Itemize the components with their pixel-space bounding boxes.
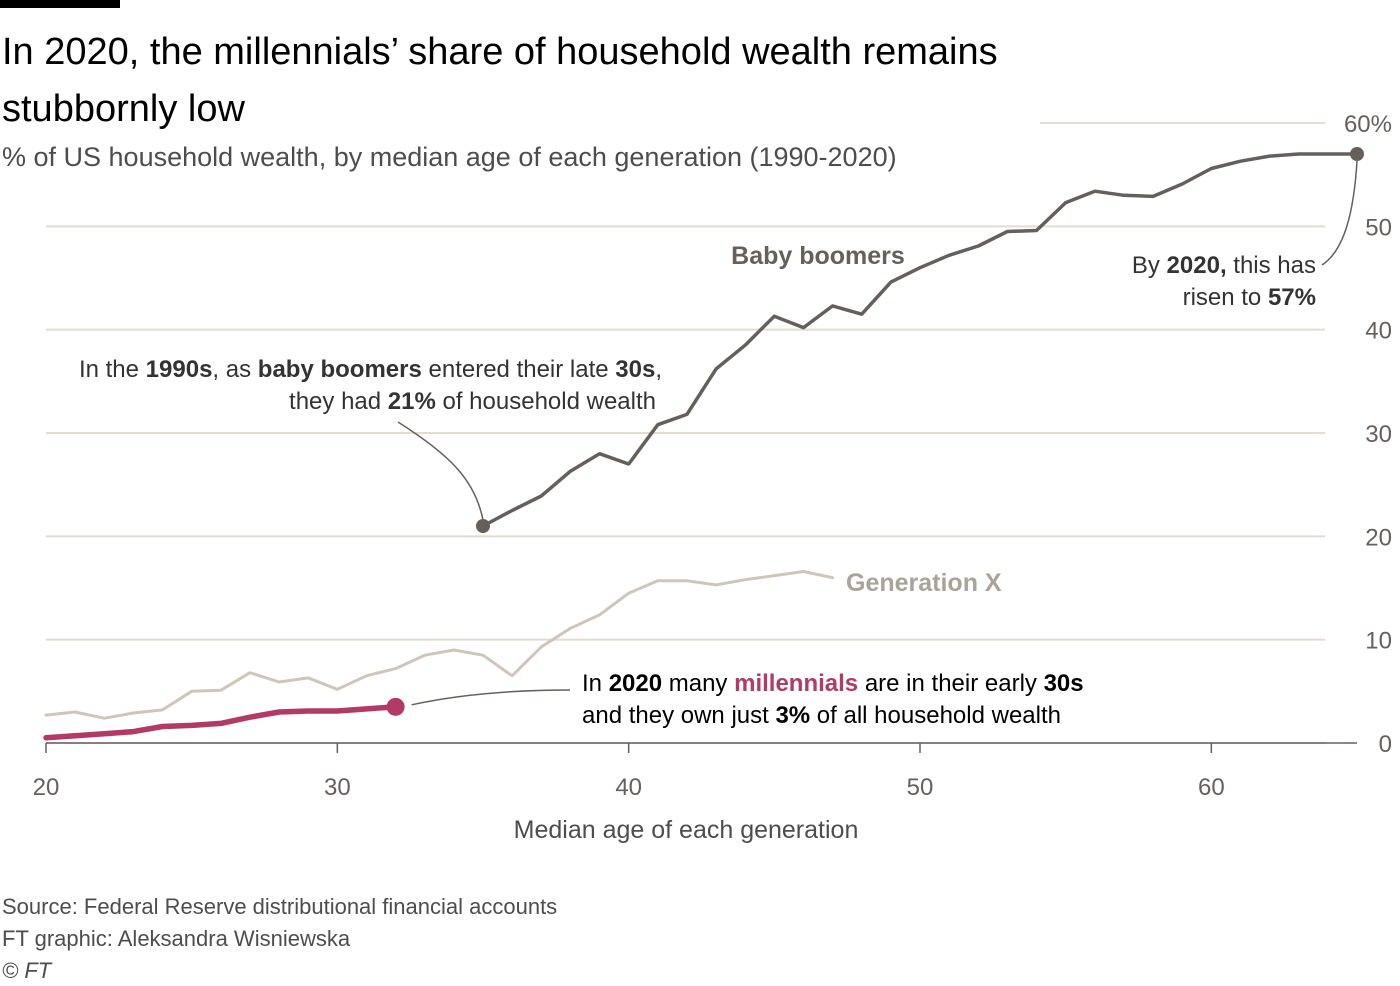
- millennials-2020-point: [386, 697, 405, 716]
- x-tick-label: 30: [324, 774, 351, 801]
- series-label-boomers: Baby boomers: [731, 242, 905, 270]
- series-line-genx: [44, 570, 835, 720]
- annotation-leader-1990: [397, 421, 484, 521]
- y-tick-label: 40: [1365, 318, 1392, 345]
- y-tick-label: 0: [1379, 731, 1392, 758]
- source-note: Source: Federal Reserve distributional f…: [2, 894, 558, 919]
- y-tick-label: 30: [1365, 421, 1392, 448]
- annotation-millennials-line1: In 2020 many millennials are in their ea…: [582, 670, 1084, 697]
- x-tick-label: 50: [907, 774, 934, 801]
- series-label-genx: Generation X: [846, 569, 1002, 597]
- boomers-2020-point: [1350, 147, 1364, 161]
- series-line-millennials: [43, 704, 399, 741]
- boomers-1990-point: [476, 519, 490, 533]
- x-tick-label: 40: [615, 774, 642, 801]
- y-tick-label: 20: [1365, 524, 1392, 551]
- y-tick-label: 10: [1365, 628, 1392, 655]
- annotation-boomers-2020-line1: By 2020, this has: [1132, 252, 1316, 279]
- chart-title: In 2020, the millennials’ share of house…: [2, 31, 998, 130]
- annotation-boomers-1990-line1: In the 1990s, as baby boomers entered th…: [79, 356, 662, 383]
- annotation-leader-millennials: [411, 689, 571, 706]
- x-tick-label: 20: [33, 774, 60, 801]
- annotation-leader-2020: [1321, 160, 1358, 266]
- x-axis-label: Median age of each generation: [514, 816, 859, 844]
- graphic-credit: FT graphic: Aleksandra Wisniewska: [2, 926, 351, 951]
- annotation-boomers-2020-line2: risen to 57%: [1183, 284, 1316, 311]
- annotation-boomers-1990-line2: they had 21% of household wealth: [289, 388, 656, 415]
- copyright: © FT: [2, 958, 52, 983]
- top-accent-bar: [0, 0, 120, 8]
- x-tick-label: 60: [1198, 774, 1225, 801]
- line-chart: 0 10 20 30 40 50 60% 20 30 40 50 60 Median age of ea…: [33, 111, 1392, 844]
- y-tick-label: 60%: [1344, 111, 1392, 138]
- chart-subtitle: % of US household wealth, by median age …: [2, 142, 897, 172]
- annotation-millennials-line2: and they own just 3% of all household we…: [582, 702, 1061, 729]
- series-line-boomers: [481, 152, 1359, 528]
- y-tick-label: 50: [1365, 214, 1392, 241]
